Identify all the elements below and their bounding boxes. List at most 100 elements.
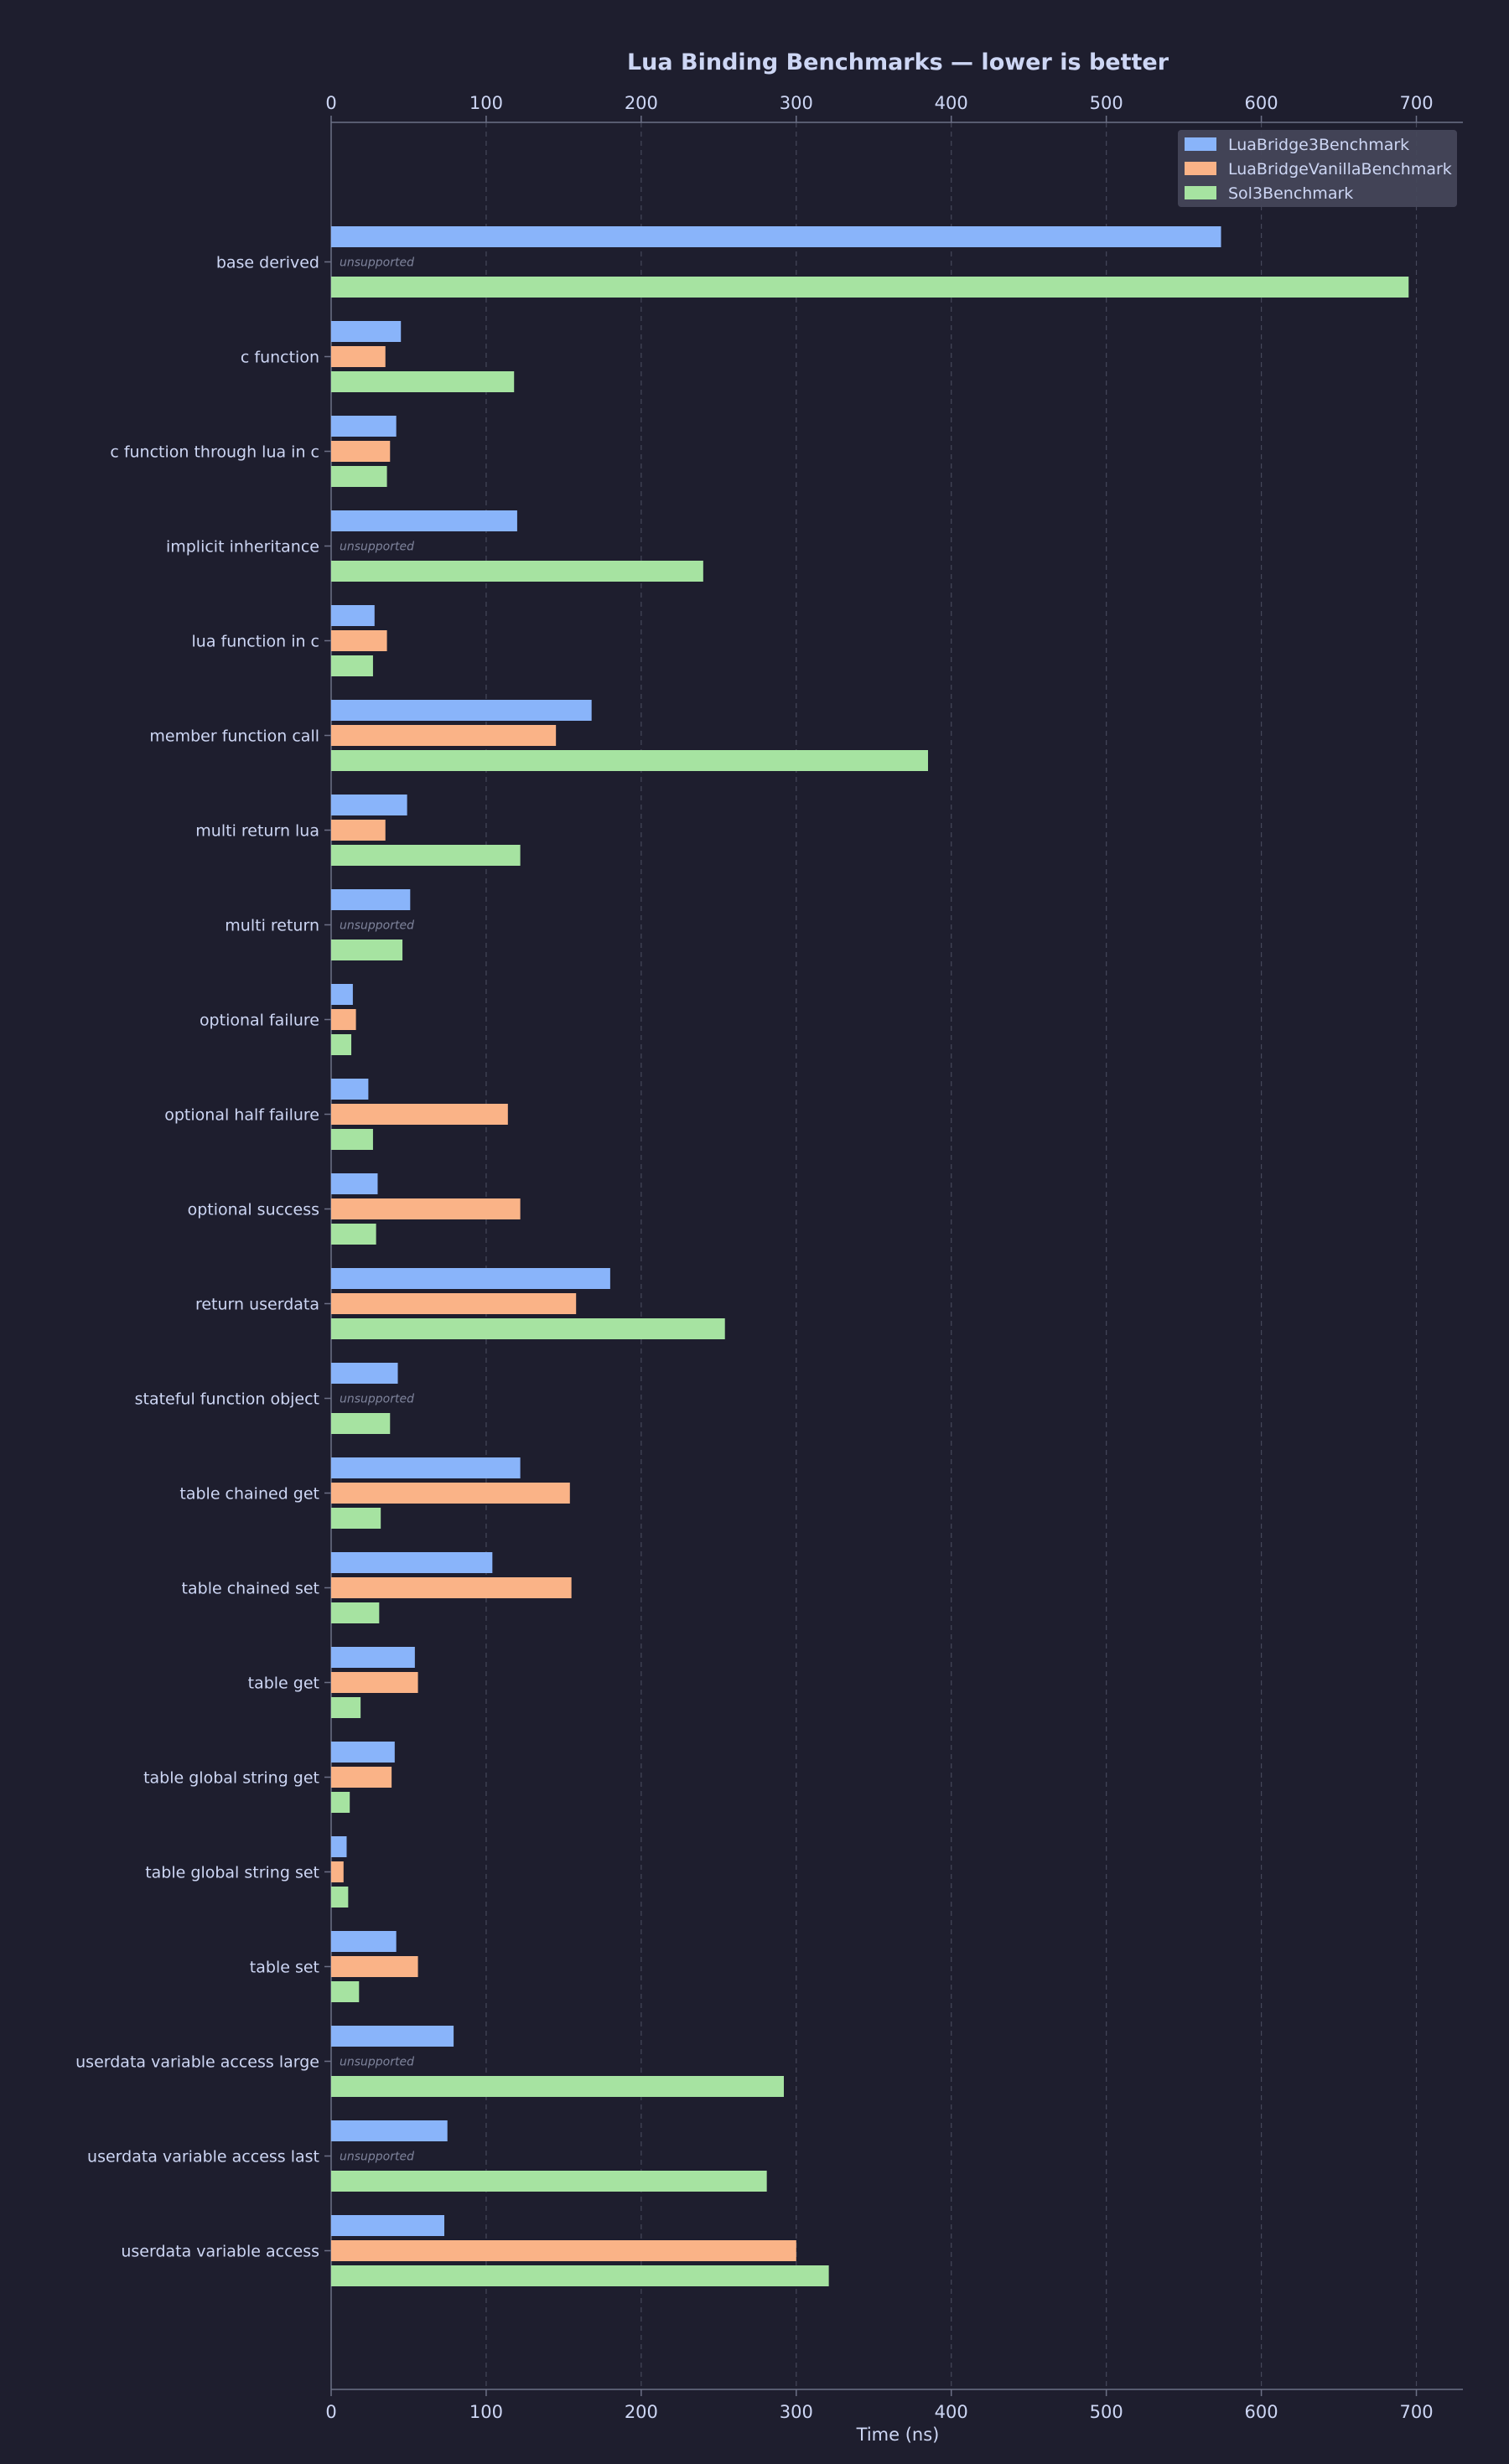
bar: [331, 795, 407, 815]
category-label: c function: [241, 349, 319, 367]
x-tick-label-bottom: 500: [1090, 2402, 1123, 2422]
x-tick-label-top: 300: [780, 93, 813, 113]
category-label: table global string set: [145, 1864, 319, 1882]
x-tick-label-bottom: 300: [780, 2402, 813, 2422]
category-label: table global string get: [143, 1769, 319, 1788]
bar: [331, 1009, 356, 1030]
bar: [331, 1861, 344, 1882]
bar: [331, 1034, 352, 1055]
x-tick-label-bottom: 400: [935, 2402, 968, 2422]
x-tick-label-top: 400: [935, 93, 968, 113]
category-label: userdata variable access: [121, 2243, 319, 2261]
legend: LuaBridge3Benchmark LuaBridgeVanillaBench…: [1178, 130, 1457, 207]
category-label: userdata variable access large: [75, 2053, 319, 2072]
bar: [331, 889, 411, 910]
legend-box: [1178, 130, 1457, 207]
bar: [331, 1647, 415, 1668]
bar: [331, 416, 397, 437]
axes: [324, 116, 1463, 2396]
bar: [331, 1792, 350, 1813]
bar: [331, 845, 521, 866]
x-tick-label-bottom: 100: [469, 2402, 503, 2422]
bar: [331, 725, 557, 746]
bar: [331, 1129, 373, 1150]
bar: [331, 1198, 521, 1219]
category-label: table get: [248, 1675, 319, 1693]
category-label: optional failure: [200, 1012, 319, 1030]
x-tick-label-top: 200: [625, 93, 658, 113]
bar: [331, 1697, 361, 1718]
bar: [331, 1836, 347, 1857]
unsupported-label: unsupported: [340, 2151, 414, 2164]
bar: [331, 1104, 508, 1125]
x-axis-label: Time (ns): [856, 2425, 940, 2445]
bar: [331, 1981, 360, 2002]
bar: [331, 750, 928, 771]
unsupported-label: unsupported: [340, 541, 414, 554]
x-tick-label-top: 0: [325, 93, 336, 113]
category-label: table chained set: [182, 1580, 319, 1598]
bar: [331, 2240, 796, 2261]
unsupported-label: unsupported: [340, 919, 414, 933]
bar: [331, 2076, 784, 2097]
legend-label: Sol3Benchmark: [1228, 184, 1353, 203]
bar: [331, 1318, 725, 1339]
bar: [331, 1508, 381, 1529]
bar: [331, 1224, 376, 1245]
bar: [331, 820, 386, 841]
category-label: table set: [250, 1959, 319, 1977]
legend-label: LuaBridge3Benchmark: [1228, 136, 1409, 154]
category-label: multi return lua: [195, 822, 319, 841]
x-tick-label-top: 600: [1245, 93, 1278, 113]
bar: [331, 1577, 572, 1598]
bar: [331, 2026, 454, 2047]
bar: [331, 371, 515, 392]
unsupported-label: unsupported: [340, 1393, 414, 1406]
bar: [331, 2171, 767, 2192]
legend-label: LuaBridgeVanillaBenchmark: [1228, 160, 1452, 179]
bar: [331, 1602, 380, 1623]
x-tick-label-bottom: 700: [1399, 2402, 1433, 2422]
legend-swatch: [1185, 186, 1216, 199]
bar: [331, 226, 1221, 247]
bar: [331, 321, 402, 342]
bar: [331, 700, 592, 721]
bar: [331, 346, 386, 367]
category-labels: base derived c function c function through…: [75, 254, 319, 2261]
bar: [331, 466, 387, 487]
bar: [331, 561, 703, 582]
bar: [331, 2265, 829, 2286]
bar: [331, 441, 391, 462]
x-tick-label-bottom: 200: [625, 2402, 658, 2422]
category-label: base derived: [216, 254, 319, 272]
bar: [331, 1887, 349, 1908]
bar: [331, 510, 517, 531]
bar: [331, 1293, 577, 1314]
category-label: userdata variable access last: [87, 2148, 319, 2166]
legend-swatch: [1185, 162, 1216, 175]
category-label: lua function in c: [192, 633, 319, 651]
bar: [331, 630, 387, 651]
unsupported-label: unsupported: [340, 2056, 414, 2069]
category-label: stateful function object: [135, 1390, 319, 1409]
category-label: multi return: [225, 917, 319, 935]
bar: [331, 1931, 397, 1952]
bar: [331, 2120, 448, 2141]
bar: [331, 277, 1409, 298]
category-label: implicit inheritance: [166, 538, 319, 556]
bar: [331, 655, 373, 676]
category-label: return userdata: [195, 1296, 319, 1314]
category-label: optional success: [188, 1201, 319, 1219]
chart-title: Lua Binding Benchmarks — lower is better: [627, 49, 1169, 75]
bar: [331, 1457, 521, 1478]
x-tick-label-bottom: 600: [1245, 2402, 1278, 2422]
x-tick-label-top: 500: [1090, 93, 1123, 113]
category-label: table chained get: [179, 1485, 319, 1504]
bar: [331, 1413, 391, 1434]
bar: [331, 1079, 369, 1100]
legend-swatch: [1185, 137, 1216, 151]
bar: [331, 1672, 418, 1693]
bar: [331, 1767, 392, 1788]
bar: [331, 2215, 444, 2236]
